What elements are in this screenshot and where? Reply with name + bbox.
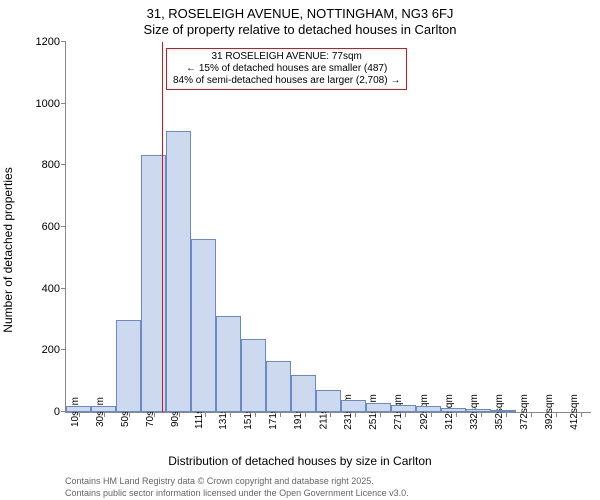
x-tick-label: 412sqm <box>563 394 580 430</box>
annotation-line3: 84% of semi-detached houses are larger (… <box>173 75 400 87</box>
histogram-bar <box>166 131 191 412</box>
x-tick-label: 10sqm <box>63 397 80 427</box>
x-tick-label: 352sqm <box>488 394 505 430</box>
histogram-bar <box>191 239 216 412</box>
y-tick-label: 1000 <box>36 98 66 110</box>
histogram-bar <box>366 403 391 412</box>
footer-line1: Contains HM Land Registry data © Crown c… <box>65 476 374 486</box>
histogram-bar <box>91 406 116 412</box>
y-tick-label: 400 <box>42 283 66 295</box>
x-tick-mark <box>581 412 582 417</box>
annotation-box: 31 ROSELEIGH AVENUE: 77sqm ← 15% of deta… <box>166 48 407 90</box>
x-tick-mark <box>255 412 256 417</box>
y-tick-mark <box>61 103 66 104</box>
histogram-bar <box>216 316 241 412</box>
annotation-line2: ← 15% of detached houses are smaller (48… <box>173 63 400 75</box>
x-tick-mark <box>556 412 557 417</box>
y-tick-label: 600 <box>42 221 66 233</box>
x-tick-mark <box>305 412 306 417</box>
x-tick-mark <box>431 412 432 417</box>
annotation-line1: 31 ROSELEIGH AVENUE: 77sqm <box>173 51 400 63</box>
y-tick-mark <box>61 349 66 350</box>
chart-container: 31, ROSELEIGH AVENUE, NOTTINGHAM, NG3 6F… <box>0 0 600 500</box>
y-tick-label: 800 <box>42 159 66 171</box>
x-tick-label: 332sqm <box>463 394 480 430</box>
histogram-bar <box>116 320 141 413</box>
y-tick-mark <box>61 288 66 289</box>
footer-line2: Contains public sector information licen… <box>65 488 409 498</box>
y-axis-label: Number of detached properties <box>1 167 15 332</box>
x-tick-mark <box>481 412 482 417</box>
chart-title-sub: Size of property relative to detached ho… <box>0 22 600 37</box>
x-tick-mark <box>380 412 381 417</box>
x-tick-label: 271sqm <box>387 394 404 430</box>
y-tick-mark <box>61 226 66 227</box>
histogram-bar <box>341 400 366 412</box>
x-tick-mark <box>531 412 532 417</box>
x-tick-label: 372sqm <box>513 394 530 430</box>
histogram-bar <box>291 375 316 412</box>
y-tick-mark <box>61 164 66 165</box>
histogram-bar <box>266 361 291 412</box>
x-tick-mark <box>506 412 507 417</box>
x-axis-label: Distribution of detached houses by size … <box>0 454 600 468</box>
x-tick-label: 30sqm <box>88 397 105 427</box>
x-tick-mark <box>280 412 281 417</box>
x-tick-label: 292sqm <box>413 394 430 430</box>
x-tick-mark <box>355 412 356 417</box>
x-tick-label: 392sqm <box>538 394 555 430</box>
histogram-bar <box>66 406 91 412</box>
y-tick-label: 200 <box>42 344 66 356</box>
x-tick-mark <box>230 412 231 417</box>
histogram-bar <box>241 339 266 412</box>
histogram-bar <box>316 390 341 412</box>
y-tick-label: 1200 <box>36 36 66 48</box>
histogram-bar <box>416 406 441 412</box>
histogram-bar <box>391 405 416 412</box>
y-tick-mark <box>61 41 66 42</box>
histogram-bar <box>466 409 491 412</box>
x-tick-mark <box>456 412 457 417</box>
reference-line <box>162 42 163 412</box>
x-tick-mark <box>330 412 331 417</box>
chart-title-main: 31, ROSELEIGH AVENUE, NOTTINGHAM, NG3 6F… <box>0 6 600 21</box>
x-tick-label: 312sqm <box>438 394 455 430</box>
plot-area: 31 ROSELEIGH AVENUE: 77sqm ← 15% of deta… <box>65 42 591 413</box>
histogram-bar <box>441 408 466 412</box>
histogram-bar <box>491 410 516 412</box>
x-tick-mark <box>405 412 406 417</box>
